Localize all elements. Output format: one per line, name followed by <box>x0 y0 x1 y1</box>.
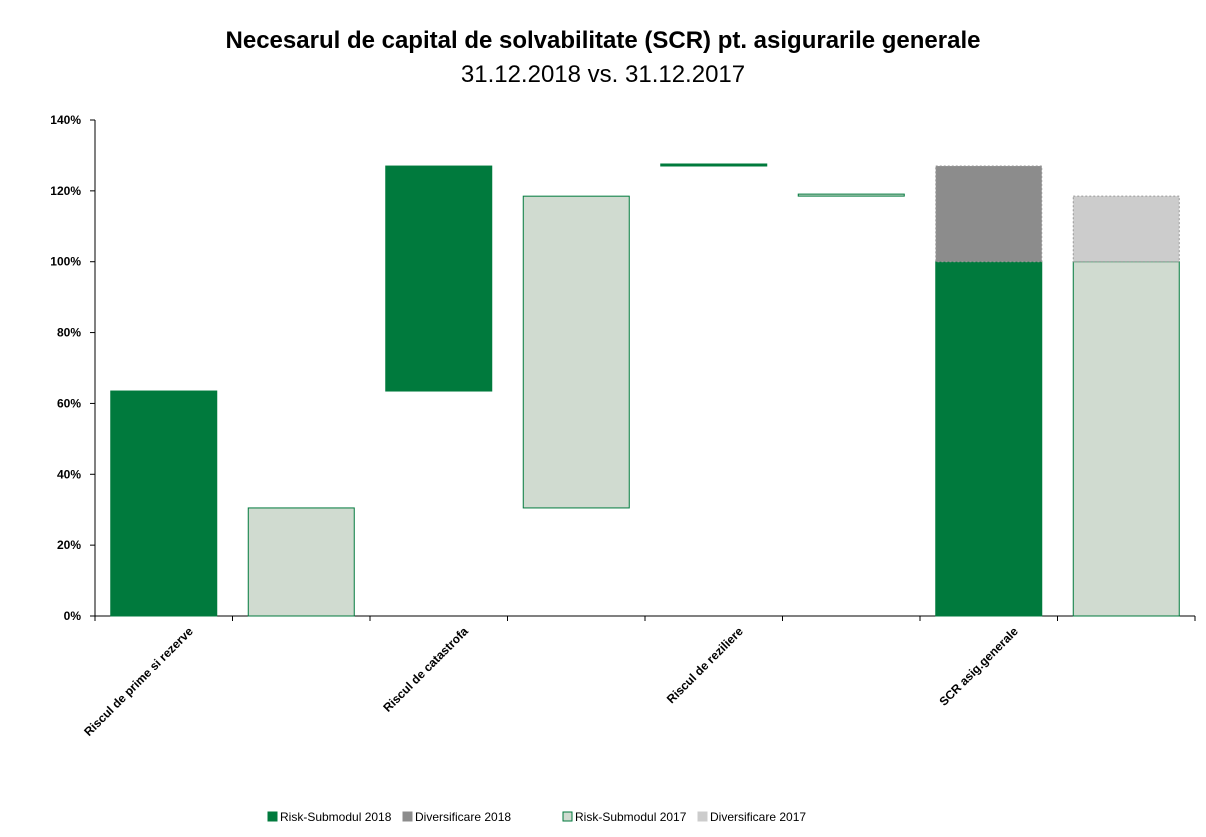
legend-label: Risk-Submodul 2017 <box>575 810 687 824</box>
chart-title: Necesarul de capital de solvabilitate (S… <box>226 27 981 54</box>
y-tick-label: 40% <box>57 467 81 481</box>
bar <box>385 165 493 392</box>
bar <box>247 507 355 617</box>
x-tick-label: Riscul de catastrofa <box>380 624 471 715</box>
bar <box>1072 195 1180 263</box>
y-tick-label: 100% <box>50 255 81 269</box>
legend-label: Diversificare 2017 <box>710 810 806 824</box>
bar <box>935 261 1043 617</box>
y-tick-label: 0% <box>64 609 82 623</box>
bar <box>935 165 1043 263</box>
x-tick-label: Riscul de prime si rezerve <box>81 624 196 739</box>
y-tick-label: 140% <box>50 113 81 127</box>
bar <box>1072 261 1180 617</box>
legend-swatch <box>697 811 708 822</box>
legend-label: Diversificare 2018 <box>415 810 511 824</box>
y-tick-label: 120% <box>50 184 81 198</box>
y-tick-label: 80% <box>57 326 81 340</box>
legend-swatch <box>562 811 573 822</box>
legend-swatch <box>402 811 413 822</box>
bar <box>522 195 630 509</box>
legend-label: Risk-Submodul 2018 <box>280 810 392 824</box>
x-tick-label: Riscul de reziliere <box>664 624 746 706</box>
bar <box>110 390 218 617</box>
y-tick-label: 60% <box>57 396 81 410</box>
bar <box>797 193 905 197</box>
legend-swatch <box>267 811 278 822</box>
y-tick-label: 20% <box>57 538 81 552</box>
chart-subtitle: 31.12.2018 vs. 31.12.2017 <box>461 61 745 88</box>
x-tick-label: SCR asig.generale <box>936 624 1021 709</box>
bar <box>660 163 768 167</box>
